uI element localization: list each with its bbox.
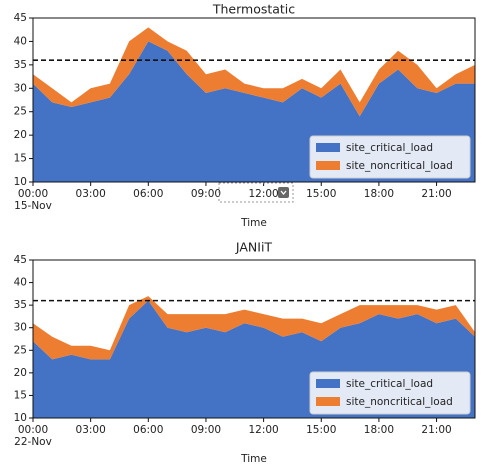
x-tick-label: 00:00 [18,424,48,436]
x-tick-label: 18:00 [364,188,394,200]
x-tick-label: 00:00 [18,188,48,200]
y-tick-label: 15 [14,389,27,401]
x-date-label: 22-Nov [14,436,52,448]
x-tick-label: 21:00 [421,424,451,436]
area [33,296,475,360]
y-tick-label: 10 [14,412,27,424]
x-tick-label: 18:00 [364,424,394,436]
area [33,27,475,117]
legend-label: site_noncritical_load [346,396,453,408]
y-tick-label: 20 [14,129,27,141]
y-tick-label: 15 [14,153,27,165]
y-tick-label: 45 [14,254,27,266]
x-tick-label: 12:00 [248,424,278,436]
x-tick-label: 09:00 [191,424,221,436]
plot-frame [32,17,476,183]
x-tick-label: 03:00 [76,188,106,200]
x-tick-label: 15:00 [306,424,336,436]
y-tick-label: 10 [14,176,27,188]
y-tick-label: 40 [14,35,27,47]
legend-label: site_noncritical_load [346,160,453,172]
plot-frame [32,259,476,419]
legend-swatch [316,161,340,170]
x-axis-label: Time [240,453,267,465]
y-tick-label: 35 [14,59,27,71]
y-tick-label: 30 [14,82,27,94]
chart-title: Thermostatic [212,2,295,17]
x-axis-label: Time [240,217,267,229]
legend-swatch [316,379,340,388]
dropdown-arrow [280,190,287,196]
y-tick-label: 20 [14,367,27,379]
legend-label: site_critical_load [346,142,433,154]
chart-title: JANIiT [235,240,273,255]
x-tick-label: 12:00 [248,188,278,200]
legend-box [309,135,471,179]
y-tick-label: 30 [14,322,27,334]
x-tick-label: 15:00 [306,188,336,200]
legend-swatch [316,143,340,152]
x-tick-label: 06:00 [133,188,163,200]
x-tick-label: 06:00 [133,424,163,436]
legend-label: site_critical_load [346,378,433,390]
x-tick-label: 03:00 [76,424,106,436]
y-tick-label: 25 [14,106,27,118]
legend-swatch [316,397,340,406]
x-date-label: 15-Nov [14,200,52,212]
x-tick-label: 21:00 [421,188,451,200]
x-tick-label: 09:00 [191,188,221,200]
y-tick-label: 25 [14,344,27,356]
y-tick-label: 40 [14,277,27,289]
y-tick-label: 45 [14,12,27,24]
dropdown-icon[interactable] [278,187,289,198]
y-tick-label: 35 [14,299,27,311]
legend-box [309,371,471,415]
time-picker[interactable] [218,182,294,203]
